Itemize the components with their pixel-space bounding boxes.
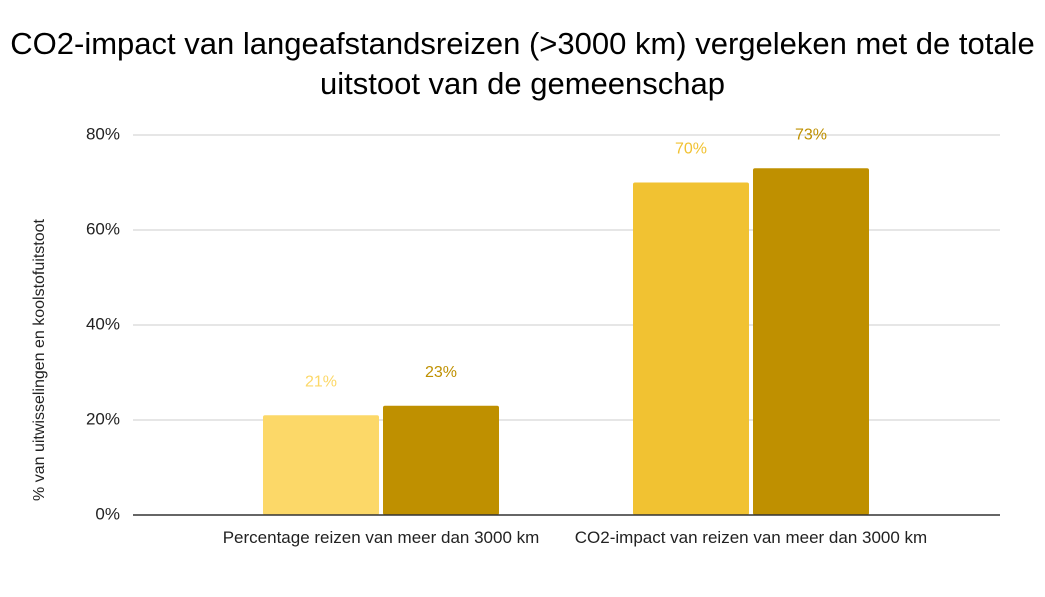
bar [383, 405, 499, 515]
y-axis-label: % van uitwisselingen en koolstofuitstoot [31, 218, 48, 500]
data-label: 73% [795, 126, 827, 143]
y-tick-label: 60% [86, 219, 120, 238]
y-tick-label: 40% [86, 314, 120, 333]
bar [633, 182, 749, 515]
data-label: 70% [675, 141, 707, 158]
y-tick-label: 20% [86, 409, 120, 428]
x-tick-label: Percentage reizen van meer dan 3000 km [222, 528, 540, 547]
data-label: 23% [425, 364, 457, 381]
bar [753, 168, 869, 515]
data-label: 21% [305, 373, 337, 390]
chart-title: CO2-impact van langeafstandsreizen (>300… [10, 26, 1035, 101]
bar [263, 415, 379, 515]
y-tick-label: 80% [86, 124, 120, 143]
y-tick-label: 0% [95, 504, 120, 523]
x-tick-label: CO2-impact van reizen van meer dan 3000 … [574, 528, 928, 547]
